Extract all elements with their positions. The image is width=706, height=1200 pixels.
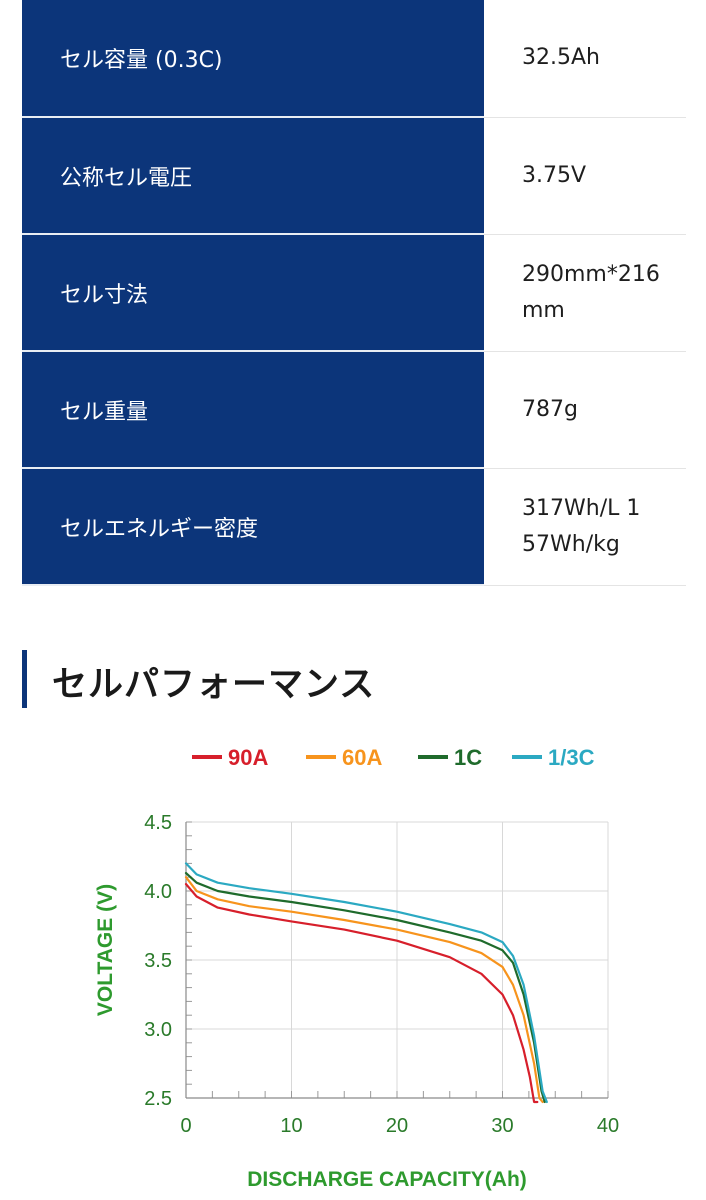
series-line	[184, 876, 544, 1104]
y-tick-label: 2.5	[144, 1088, 172, 1110]
spec-row: 公称セル電圧 3.75V	[22, 117, 686, 235]
spec-label: セル寸法	[22, 234, 484, 352]
x-tick-label: 20	[386, 1115, 408, 1137]
spec-value-line: 3.75V	[522, 162, 587, 188]
series-line	[184, 862, 548, 1104]
y-axis-title: VOLTAGE (V)	[94, 884, 117, 1016]
spec-value: 290mm*216 mm	[484, 234, 686, 352]
series-line	[184, 872, 546, 1104]
spec-value: 317Wh/L 1 57Wh/kg	[484, 468, 686, 586]
spec-value-line: 57Wh/kg	[522, 531, 620, 557]
spec-value: 32.5Ah	[484, 0, 686, 118]
legend-label: 60A	[342, 745, 382, 770]
series-line	[184, 883, 539, 1104]
spec-value: 3.75V	[484, 117, 686, 235]
x-axis-title: DISCHARGE CAPACITY(Ah)	[247, 1168, 527, 1191]
x-tick-label: 30	[491, 1115, 513, 1137]
discharge-chart: 0 10 20 30 40 2.5 3.0 3.5 4.0 4.5 DISCHARGE CAPACI…	[94, 745, 619, 1191]
spec-row: セル重量 787g	[22, 351, 686, 469]
spec-label: 公称セル電圧	[22, 117, 484, 235]
x-tick-label: 10	[280, 1115, 302, 1137]
spec-row: セルエネルギー密度 317Wh/L 1 57Wh/kg	[22, 468, 686, 586]
spec-table: セル容量 (0.3C) 32.5Ah 公称セル電圧 3.75V セル寸法 290…	[22, 0, 686, 586]
spec-row: セル容量 (0.3C) 32.5Ah	[22, 0, 686, 118]
spec-label: セル容量 (0.3C)	[22, 0, 484, 118]
spec-value-line: 32.5Ah	[522, 45, 600, 71]
x-tick-label: 40	[597, 1115, 619, 1137]
section-title: セルパフォーマンス	[52, 665, 376, 705]
y-tick-label: 3.0	[144, 1019, 172, 1041]
y-tick-label: 4.0	[144, 881, 172, 903]
y-tick-label: 3.5	[144, 950, 172, 972]
y-tick-label: 4.5	[144, 812, 172, 834]
spec-label: セル重量	[22, 351, 484, 469]
spec-value-line: 290mm*216	[522, 261, 660, 287]
spec-label: セルエネルギー密度	[22, 468, 484, 586]
legend-label: 1C	[454, 745, 482, 770]
section-accent-bar	[22, 650, 27, 708]
x-tick-label: 0	[180, 1115, 191, 1137]
spec-value-line: 787g	[522, 396, 578, 422]
spec-value: 787g	[484, 351, 686, 469]
spec-value-line: mm	[522, 297, 565, 323]
spec-row: セル寸法 290mm*216 mm	[22, 234, 686, 352]
spec-value-line: 317Wh/L 1	[522, 495, 641, 521]
legend-label: 90A	[228, 745, 268, 770]
legend-label: 1/3C	[548, 745, 595, 770]
